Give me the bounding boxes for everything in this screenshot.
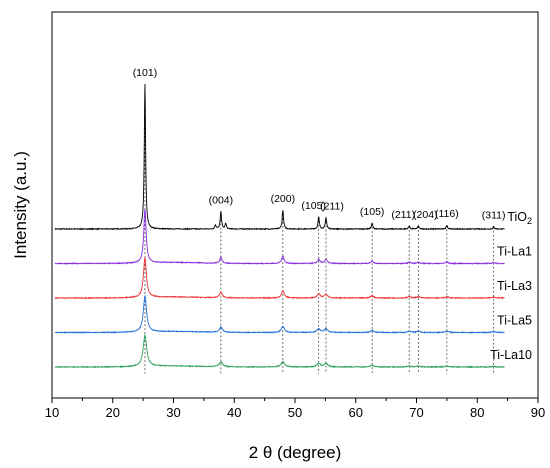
peak-label: (004) — [209, 195, 234, 207]
series-labels: TiO2 Ti-La1 Ti-La3 Ti-La5 Ti-La10 — [490, 210, 532, 362]
series-label-ti-la3: Ti-La3 — [497, 279, 532, 293]
peak-label: (200) — [271, 193, 296, 205]
x-tick-label: 70 — [409, 405, 423, 420]
x-axis-title: 2 θ (degree) — [249, 443, 342, 462]
peak-label: (211) — [320, 200, 344, 212]
series-line-tio2 — [54, 84, 505, 231]
series-line-ti-la1 — [54, 209, 505, 265]
y-axis-title: Intensity (a.u.) — [11, 151, 30, 259]
x-tick-label: 30 — [166, 405, 180, 420]
x-axis: 10 20 30 40 50 60 70 80 90 — [45, 398, 545, 420]
series-label-ti-la10: Ti-La10 — [490, 348, 532, 362]
peak-label: (105) — [360, 206, 385, 218]
series-line-ti-la3 — [54, 256, 505, 300]
peak-label: (311) — [482, 210, 506, 222]
peak-label: (204) — [413, 209, 438, 221]
series-label-ti-la1: Ti-La1 — [497, 245, 532, 259]
series-group — [54, 84, 505, 369]
peak-label: (211) — [391, 209, 415, 221]
x-tick-label: 50 — [288, 405, 302, 420]
series-line-ti-la10 — [54, 333, 505, 369]
peak-labels: (101)(004) (200)(105)(211) (105) (211)(204)… — [133, 67, 506, 221]
peak-label: (101) — [133, 67, 158, 79]
x-tick-label: 60 — [349, 405, 363, 420]
x-tick-label: 80 — [470, 405, 484, 420]
series-label-ti-la5: Ti-La5 — [497, 314, 532, 328]
series-line-ti-la5 — [54, 294, 505, 334]
x-tick-label: 90 — [531, 405, 545, 420]
series-label-tio2: TiO2 — [507, 210, 532, 226]
peak-label: (116) — [435, 208, 459, 220]
peak-label: (105) — [301, 200, 326, 212]
x-tick-label: 10 — [45, 405, 59, 420]
x-tick-label: 40 — [227, 405, 241, 420]
x-tick-label: 20 — [106, 405, 120, 420]
